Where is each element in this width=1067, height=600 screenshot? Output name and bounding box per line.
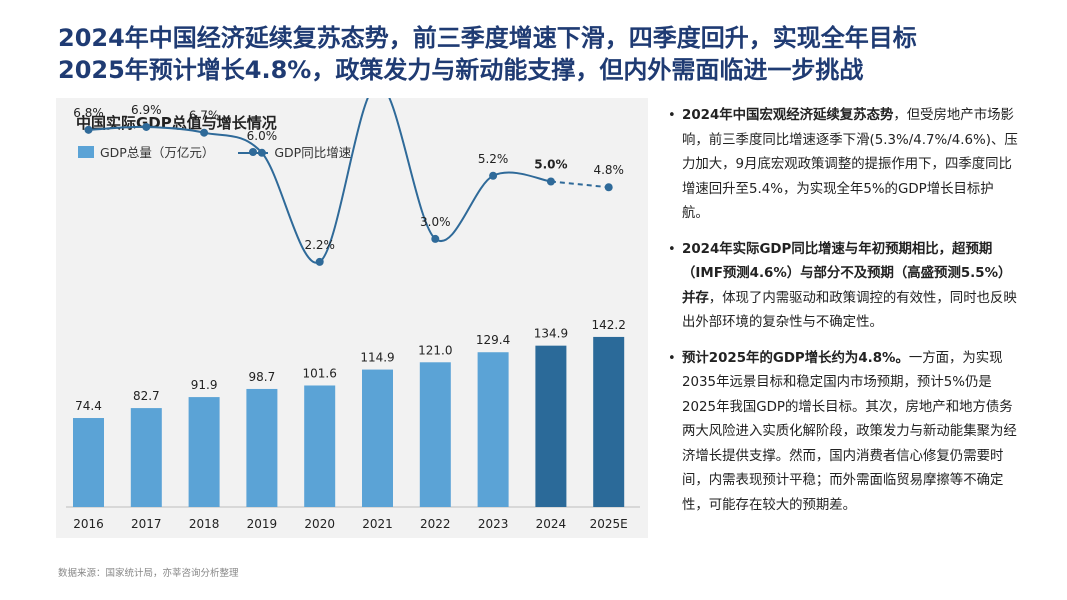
legend-line-item: GDP同比增速 — [238, 142, 351, 161]
gdp-bar-label-2024: 134.9 — [534, 327, 568, 341]
growth-point-2024 — [546, 177, 555, 186]
legend-bar-swatch — [78, 145, 94, 158]
growth-point-2019 — [257, 148, 266, 157]
bullet-dot: • — [668, 108, 676, 123]
x-tick-2024: 2024 — [536, 517, 567, 531]
x-tick-2021: 2021 — [362, 517, 393, 531]
x-tick-2018: 2018 — [189, 517, 220, 531]
x-tick-2023: 2023 — [478, 517, 509, 531]
bullet-3-bold: 预计2025年的GDP增长约为4.8%。 — [682, 350, 909, 366]
gdp-bar-2021 — [362, 369, 393, 507]
gdp-chart: 74.4 2016 82.7 2017 91.9 2018 98.7 2019 101.6 202… — [66, 98, 640, 531]
gdp-bar-2024 — [535, 345, 567, 507]
bullet-1: • 2024年中国宏观经济延续复苏态势，但受房地产市场影响，前三季度同比增速逐季… — [668, 104, 1018, 227]
gdp-bar-label-2019: 98.7 — [249, 370, 276, 384]
x-tick-2019: 2019 — [247, 517, 278, 531]
gdp-bar-2017 — [130, 408, 162, 507]
growth-point-2025E — [604, 183, 613, 192]
growth-line-solid — [88, 98, 552, 264]
growth-label-2017: 6.9% — [131, 103, 162, 117]
growth-label-2023: 5.2% — [478, 152, 509, 166]
growth-label-2024: 5.0% — [534, 158, 567, 172]
gdp-bar-label-2022: 121.0 — [418, 343, 452, 357]
title-line-2: 2025年预计增长4.8%，政策发力与新动能支撑，但内外需面临进一步挑战 — [58, 56, 864, 84]
gdp-bar-2020 — [304, 385, 336, 507]
gdp-bar-2018 — [188, 397, 220, 507]
growth-point-2016 — [84, 125, 93, 134]
growth-point-2023 — [489, 171, 498, 180]
gdp-bar-2019 — [246, 388, 278, 507]
commentary: • 2024年中国宏观经济延续复苏态势，但受房地产市场影响，前三季度同比增速逐季… — [668, 104, 1018, 529]
growth-label-2016: 6.8% — [73, 106, 104, 120]
growth-label-2018: 6.7% — [189, 109, 220, 123]
gdp-bar-label-2025E: 142.2 — [592, 318, 626, 332]
gdp-bar-label-2023: 129.4 — [476, 333, 510, 347]
chart-panel: 中国实际GDP总值与增长情况 GDP总量（万亿元） GDP同比增速 74.4 20… — [56, 98, 648, 538]
bullet-3: • 预计2025年的GDP增长约为4.8%。一方面，为实现2035年远景目标和稳… — [668, 347, 1018, 519]
bullet-2-bold: 2024年实际GDP同比增速与年初预期相比，超预期（IMF预测4.6%）与部分不… — [682, 241, 1012, 306]
legend-line-label: GDP同比增速 — [274, 145, 352, 160]
legend-bar-label: GDP总量（万亿元） — [100, 145, 215, 160]
title-line-1: 2024年中国经济延续复苏态势，前三季度增速下滑，四季度回升，实现全年目标 — [58, 24, 917, 52]
growth-label-2025E: 4.8% — [593, 163, 624, 177]
x-tick-2017: 2017 — [131, 517, 162, 531]
gdp-bar-2023 — [477, 352, 509, 507]
growth-point-2022 — [431, 234, 440, 243]
bullet-2: • 2024年实际GDP同比增速与年初预期相比，超预期（IMF预测4.6%）与部… — [668, 238, 1018, 336]
growth-label-2020: 2.2% — [304, 238, 335, 252]
legend-bar-item: GDP总量（万亿元） — [78, 142, 214, 161]
bullet-dot: • — [668, 241, 676, 257]
bullet-3-text: 一方面，为实现2035年远景目标和稳定国内市场预期，预计5%仍是2025年我国G… — [682, 350, 1017, 513]
page-title: 2024年中国经济延续复苏态势，前三季度增速下滑，四季度回升，实现全年目标 20… — [58, 22, 1038, 86]
data-source-note: 数据来源：国家统计局，亦莘咨询分析整理 — [58, 568, 239, 579]
growth-point-2018 — [200, 128, 209, 137]
growth-point-2020 — [315, 257, 324, 266]
x-tick-2016: 2016 — [73, 517, 104, 531]
growth-point-2017 — [142, 122, 151, 131]
gdp-bar-label-2018: 91.9 — [191, 378, 218, 392]
gdp-bar-label-2016: 74.4 — [75, 399, 102, 413]
gdp-bar-2022 — [419, 362, 451, 507]
growth-line-forecast — [550, 180, 609, 189]
gdp-bar-label-2017: 82.7 — [133, 389, 160, 403]
bullet-1-bold: 2024年中国宏观经济延续复苏态势 — [682, 108, 894, 123]
legend-line-swatch — [238, 146, 269, 158]
bullet-1-text: ，但受房地产市场影响，前三季度同比增速逐季下滑(5.3%/4.7%/4.6%)、… — [682, 108, 1018, 221]
bullet-2-text: ，体现了内需驱动和政策调控的有效性，同时也反映出外部环境的复杂性与不确定性。 — [682, 290, 1017, 331]
gdp-bar-2016 — [73, 418, 104, 507]
growth-label-2022: 3.0% — [420, 215, 451, 229]
x-tick-2025E: 2025E — [590, 517, 628, 531]
chart-legend: GDP总量（万亿元） GDP同比增速 — [78, 142, 375, 161]
gdp-bar-label-2020: 101.6 — [303, 366, 337, 380]
bullet-dot: • — [668, 350, 676, 366]
gdp-bar-2025E — [593, 336, 625, 507]
x-tick-2022: 2022 — [420, 517, 451, 531]
x-tick-2020: 2020 — [304, 517, 335, 531]
gdp-bar-label-2021: 114.9 — [360, 351, 394, 365]
growth-label-2019: 6.0% — [247, 129, 278, 143]
